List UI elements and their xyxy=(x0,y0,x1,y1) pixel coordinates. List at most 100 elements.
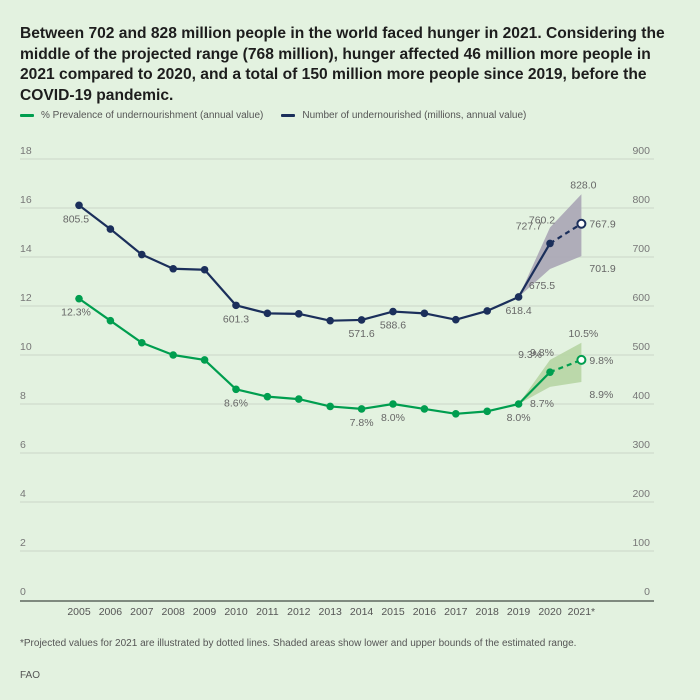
legend-swatch-prevalence xyxy=(20,114,34,117)
prevalence-point xyxy=(232,385,240,394)
x-tick-label: 2007 xyxy=(130,606,154,618)
x-tick-label: 2013 xyxy=(319,606,343,618)
number-line xyxy=(78,204,551,322)
prevalence-data-label: 9.8% xyxy=(589,355,613,367)
chart-title: Between 702 and 828 million people in th… xyxy=(20,25,665,104)
legend-label-number: Number of undernourished (millions, annu… xyxy=(302,110,527,121)
number-projected-point xyxy=(576,218,587,229)
x-tick-label: 2017 xyxy=(444,606,468,618)
left-axis-tick-label: 18 xyxy=(20,145,32,157)
prevalence-point xyxy=(389,400,397,408)
left-axis-tick-label: 8 xyxy=(20,390,26,402)
x-tick-label: 2014 xyxy=(350,606,374,618)
number-data-label: 767.9 xyxy=(589,219,615,231)
number-data-label: 805.5 xyxy=(63,213,89,225)
prevalence-point xyxy=(200,356,209,364)
prevalence-range-label: 8.9% xyxy=(589,389,613,401)
prevalence-range-label: 8.7% xyxy=(530,398,554,410)
number-point xyxy=(546,239,554,248)
prevalence-range-label: 9.8% xyxy=(530,347,554,359)
prevalence-point xyxy=(326,402,335,411)
x-tick-label: 2010 xyxy=(224,606,248,618)
legend-item-number[interactable]: Number of undernourished (millions, annu… xyxy=(281,110,526,121)
prevalence-projected-line xyxy=(549,358,582,374)
number-point xyxy=(169,264,177,273)
left-axis-tick-label: 4 xyxy=(20,488,26,500)
x-tick-label: 2021* xyxy=(568,606,595,618)
x-tick-label: 2019 xyxy=(507,606,531,618)
right-axis-tick-label: 600 xyxy=(632,292,650,304)
number-point xyxy=(326,316,335,325)
prevalence-point xyxy=(357,405,366,413)
number-point xyxy=(514,293,523,301)
number-data-label: 618.4 xyxy=(505,305,531,317)
prevalence-point xyxy=(546,368,554,376)
prevalence-point xyxy=(295,395,303,403)
prevalence-data-label: 8.0% xyxy=(507,412,531,424)
prevalence-data-label: 8.0% xyxy=(381,412,405,424)
right-axis-tick-label: 500 xyxy=(632,341,650,353)
x-tick-label: 2005 xyxy=(67,606,91,618)
number-data-label: 588.6 xyxy=(380,320,406,332)
left-axis-tick-label: 16 xyxy=(20,194,32,206)
number-point xyxy=(357,316,366,324)
left-axis-tick-label: 12 xyxy=(20,292,32,304)
x-tick-label: 2020 xyxy=(538,606,562,618)
number-point xyxy=(200,265,209,274)
number-point xyxy=(232,301,240,310)
left-axis-tick-label: 10 xyxy=(20,341,32,353)
left-axis-tick-label: 2 xyxy=(20,537,26,549)
legend: % Prevalence of undernourishment (annual… xyxy=(20,110,544,121)
right-axis-tick-label: 900 xyxy=(632,145,650,157)
right-axis-tick-label: 800 xyxy=(632,194,650,206)
prevalence-point xyxy=(75,294,83,303)
prevalence-point xyxy=(263,392,272,401)
prevalence-data-label: 7.8% xyxy=(350,417,374,429)
number-point xyxy=(483,307,492,315)
right-axis-tick-label: 0 xyxy=(644,586,650,598)
legend-swatch-number xyxy=(281,114,296,117)
number-data-label: 601.3 xyxy=(223,313,249,325)
number-point xyxy=(389,307,397,316)
x-tick-label: 2006 xyxy=(99,606,123,618)
number-point xyxy=(295,310,303,318)
legend-label-prevalence: % Prevalence of undernourishment (annual… xyxy=(41,110,264,121)
number-range-label: 760.2 xyxy=(529,215,555,227)
left-axis-tick-label: 14 xyxy=(20,243,32,255)
number-point xyxy=(138,250,146,259)
number-point xyxy=(106,225,115,233)
right-axis-tick-label: 700 xyxy=(632,243,650,255)
number-data-label: 571.6 xyxy=(348,328,374,340)
x-tick-label: 2009 xyxy=(193,606,217,618)
footnote: *Projected values for 2021 are illustrat… xyxy=(20,638,577,649)
left-axis-tick-label: 0 xyxy=(20,586,26,598)
x-tick-label: 2018 xyxy=(476,606,500,618)
prevalence-point xyxy=(106,316,115,325)
legend-item-prevalence[interactable]: % Prevalence of undernourishment (annual… xyxy=(20,110,263,121)
number-point xyxy=(263,309,272,318)
number-range-label: 828.0 xyxy=(570,179,596,191)
number-projected-line xyxy=(549,222,582,245)
prevalence-data-label: 9.3% xyxy=(518,349,542,361)
number-range-label: 675.5 xyxy=(529,280,555,292)
prevalence-data-label: 8.6% xyxy=(224,397,248,409)
prevalence-line xyxy=(78,297,551,415)
number-point xyxy=(420,309,429,318)
right-axis-tick-label: 100 xyxy=(632,537,650,549)
source-label: FAO xyxy=(20,670,41,681)
left-axis-tick-label: 6 xyxy=(20,439,26,451)
prevalence-point xyxy=(452,410,460,418)
right-axis-tick-label: 200 xyxy=(632,488,650,500)
number-point xyxy=(75,201,83,210)
x-tick-label: 2011 xyxy=(256,606,279,618)
prevalence-point xyxy=(483,407,492,416)
number-point xyxy=(452,315,460,324)
x-tick-label: 2012 xyxy=(287,606,311,618)
prevalence-range-label: 10.5% xyxy=(569,328,599,340)
x-tick-label: 2008 xyxy=(162,606,186,618)
number-range-label: 701.9 xyxy=(589,263,615,275)
prevalence-point xyxy=(420,405,429,413)
prevalence-data-label: 12.3% xyxy=(61,307,91,319)
x-tick-label: 2015 xyxy=(381,606,405,618)
